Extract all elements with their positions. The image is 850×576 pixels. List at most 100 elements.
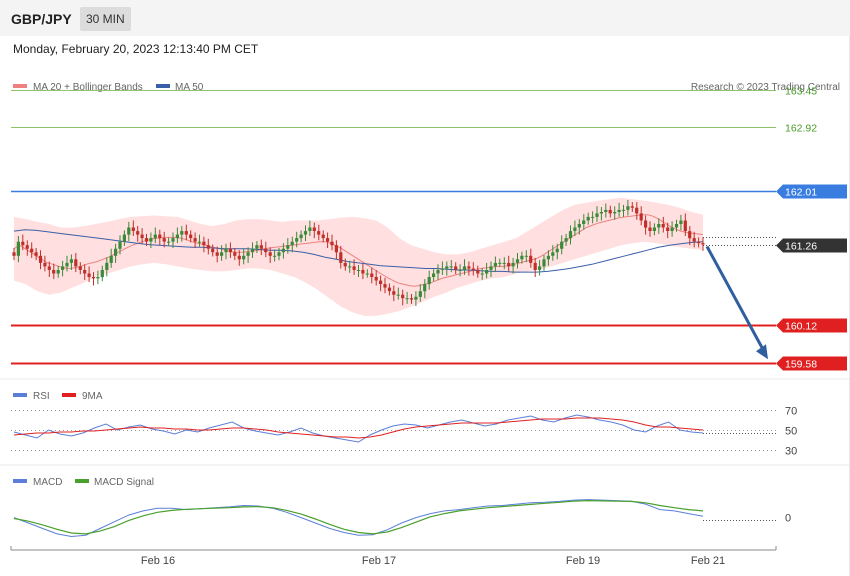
x-tick-label: Feb 16 [141, 555, 175, 567]
candle-body [498, 262, 502, 264]
candle-body [392, 291, 396, 295]
candle-body [679, 220, 683, 224]
candle-body [312, 227, 316, 231]
candle-body [83, 270, 87, 274]
candle-body [445, 266, 449, 269]
candle-body [290, 241, 294, 246]
price-tag-badge [776, 318, 847, 333]
rsi-legend-swatch [13, 393, 27, 397]
candle-body [343, 262, 347, 267]
candle-body [281, 248, 285, 253]
candle-body [43, 262, 47, 267]
candle-body [299, 234, 303, 239]
candle-body [542, 259, 546, 267]
price-tags: 163.45 162.92 162.01 161.26 160.12 159.58 [776, 86, 847, 371]
candle-body [326, 238, 330, 242]
candle-body [440, 268, 444, 270]
rsi-ma-line [13, 417, 704, 439]
candle-body [162, 238, 166, 242]
ma20-line [13, 214, 704, 287]
candle-body [308, 227, 312, 231]
candle-body [489, 266, 493, 270]
x-tick-label: Feb 21 [691, 555, 725, 567]
candle-body [697, 241, 701, 244]
candle-body [348, 266, 352, 268]
candle-body [237, 255, 241, 260]
projection-arrow [705, 245, 768, 360]
candle-body [591, 216, 595, 218]
candle-body [564, 238, 568, 242]
candle-body [551, 252, 555, 256]
candle-body [635, 207, 639, 214]
macd-panel: 0 [13, 499, 791, 538]
candle-body [533, 262, 537, 270]
candle-body [626, 206, 630, 210]
candle-body [630, 206, 634, 208]
ma50-legend-swatch [156, 84, 170, 88]
price-tag-label: 162.01 [785, 187, 817, 199]
candle-body [458, 270, 462, 271]
timeframe-button[interactable]: 30 MIN [80, 7, 131, 31]
rsi-ma-legend-label: 9MA [82, 391, 103, 402]
candle-body [555, 248, 559, 253]
macd-signal-line [13, 499, 704, 535]
price-tag-badge [776, 356, 847, 371]
candle-body [56, 270, 60, 274]
candle-body [65, 262, 69, 267]
ma50-line [13, 229, 704, 273]
candle-body [480, 273, 484, 275]
rsi-ma-legend-swatch [62, 393, 76, 397]
price-tag-label: 159.58 [785, 359, 817, 371]
candle-body [515, 259, 520, 263]
candle-body [91, 277, 96, 279]
price-tag-label: 160.12 [785, 321, 817, 333]
rsi-tick-label: 50 [785, 426, 797, 438]
candle-body [317, 231, 321, 235]
symbol-label: GBP/JPY [11, 11, 72, 27]
candle-body [220, 252, 224, 256]
watermark-text: Research © 2023 Trading Central [691, 82, 840, 93]
candle-body [12, 252, 16, 256]
candle-body [69, 259, 73, 263]
rsi-line [13, 414, 704, 443]
candle-body [295, 238, 299, 242]
candle-body [96, 277, 100, 279]
candle-body [529, 255, 533, 263]
candle-body [568, 231, 573, 239]
candle-body [599, 212, 603, 214]
candle-body [573, 227, 577, 231]
candle-body [644, 220, 648, 228]
candle-body [153, 234, 157, 239]
candle-body [171, 238, 175, 242]
candle-body [524, 255, 528, 257]
candle-body [493, 262, 497, 267]
candle-body [47, 266, 51, 270]
candle-body [180, 231, 184, 235]
candle-body [361, 270, 365, 274]
candle-body [396, 294, 400, 296]
candle-body [365, 273, 369, 275]
candle-body [233, 252, 237, 256]
candles [12, 200, 705, 306]
level-label: 162.92 [785, 123, 817, 135]
candle-body [418, 291, 422, 297]
candle-body [409, 298, 414, 300]
candle-body [122, 234, 126, 242]
candle-body [136, 231, 140, 235]
macd-signal-legend-label: MACD Signal [94, 477, 154, 488]
bollinger-bands [14, 197, 703, 316]
candle-body [560, 241, 564, 249]
candle-body [454, 266, 458, 270]
candle-body [175, 234, 179, 239]
candle-body [321, 234, 325, 239]
candle-body [78, 266, 82, 270]
candle-body [25, 245, 29, 249]
candle-body [639, 213, 643, 221]
top-bar: GBP/JPY 30 MIN [0, 0, 850, 36]
candle-body [334, 245, 338, 253]
candle-body [414, 296, 418, 300]
candle-body [405, 298, 409, 300]
candle-body [268, 252, 272, 256]
candle-body [538, 266, 542, 270]
candle-body [167, 241, 171, 243]
